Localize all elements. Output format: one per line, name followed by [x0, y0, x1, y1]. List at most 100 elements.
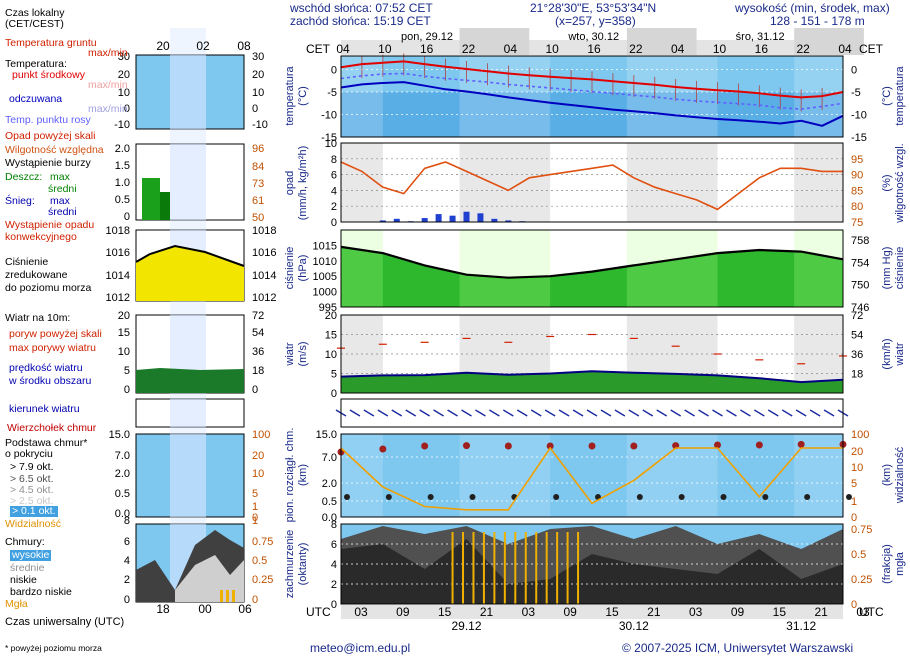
legend-rain-mean: średni: [48, 183, 77, 195]
fog-tick-right: 0: [851, 599, 857, 611]
legend-pressure-tick-r: 1014: [252, 270, 276, 282]
cover-frame: [340, 523, 844, 605]
legend-vis-tick: 1: [252, 501, 258, 513]
unit-left-sub-3: (m/s): [297, 341, 309, 366]
night-stripe: [341, 434, 383, 517]
pressure-tick-left: 995: [319, 302, 337, 314]
humidity-line: [340, 161, 843, 211]
wind-arrow: [544, 409, 556, 417]
precip-bar: [421, 218, 428, 222]
precip-bar: [505, 220, 512, 222]
legend-local-time: Czas lokalny: [5, 7, 65, 19]
legend-cover-tick: 0: [124, 594, 130, 606]
pressure-tick-right: 754: [851, 257, 869, 269]
unit-left-sub-1: (mm/h, kg/m²h): [297, 146, 309, 221]
legend-okt-2: > 6.5 okt.: [10, 473, 54, 485]
wind-arrow: [712, 409, 723, 417]
legend-mini-night: [170, 55, 206, 129]
visibility-tick-right: 5: [851, 478, 857, 490]
wind-arrow: [684, 409, 695, 417]
precip-frame: [340, 142, 844, 223]
unit-left-sub-0: (°C): [297, 86, 309, 106]
pressure-tick-right: 746: [851, 302, 869, 314]
legend-precip-tick: 1.5: [115, 160, 130, 172]
wind-arrow: [489, 409, 500, 417]
unit-left-5: zachmurzenie: [284, 530, 296, 598]
legend-clouds-high: wysokie: [10, 549, 52, 561]
day-label-bottom: 29.12: [451, 619, 481, 633]
night-stripe: [459, 143, 551, 222]
unit-right-sub-4: (km): [881, 464, 893, 486]
wind-arrow: [698, 409, 709, 417]
footer-copyright: © 2007-2025 ICM, Uniwersytet Warszawski: [622, 641, 854, 655]
tz-bottom-left: UTC: [306, 605, 331, 619]
legend-dew: Temp. punktu rosy: [5, 114, 91, 126]
wind-arrow: [433, 409, 444, 417]
wind-arrow: [572, 409, 584, 417]
legend-ground-temp-mm: max/min: [88, 47, 128, 59]
temp-tick-right: -5: [851, 87, 861, 99]
sunrise-text: wschód słońca: 07:52 CET: [290, 1, 433, 15]
legend-wind-dir: kierunek wiatru: [9, 403, 80, 415]
cloud-top-dot: [379, 445, 387, 453]
legend-temp-tick: 0: [124, 103, 130, 115]
legend-wind-tick: 0: [124, 384, 130, 396]
cloud-top-dot: [463, 442, 470, 450]
legend-wind-tick-r: 0: [252, 384, 258, 396]
legend-wind-speed-1: prędkość wiatru: [9, 362, 83, 374]
wind-arrow: [781, 409, 793, 417]
cloud-base-dot: [636, 494, 643, 500]
legend-pressure-tick: 1018: [106, 225, 130, 237]
legend-fog-tick: 1: [252, 515, 258, 527]
legend-mid-point: punkt środkowy: [12, 69, 85, 81]
hour-label-top: 10: [378, 42, 392, 56]
legend-wind-tick: 15: [118, 327, 130, 339]
wind-tick-left: 0: [331, 388, 337, 400]
legend-wind-tick-r: 18: [252, 365, 264, 377]
wind-tick-right: 54: [851, 330, 863, 342]
legend-fog-bar: [232, 590, 235, 602]
temp-tick-right: -15: [851, 132, 867, 144]
wind-arrow: [628, 409, 640, 417]
legend-humidity-tick: 96: [252, 143, 264, 155]
wind-arrow: [809, 409, 821, 417]
cloud-base-dot: [846, 494, 852, 500]
footer-email[interactable]: meteo@icm.edu.pl: [310, 641, 411, 655]
wind-frame: [340, 314, 844, 394]
legend-gust-max: max porywy wiatru: [9, 342, 96, 354]
hour-label-top: 16: [755, 42, 769, 56]
sunset-text: zachód słońca: 15:19 CET: [290, 14, 431, 28]
legend-ground-temp: Temperatura gruntu: [5, 37, 97, 49]
legend-fog-bar: [220, 590, 223, 602]
legend-temp-tick: 10: [118, 87, 130, 99]
cloud-base-dot: [804, 494, 811, 500]
visibility-tick-right: 100: [851, 429, 869, 441]
legend-vis-tick: 100: [252, 429, 270, 441]
hour-label-bottom: 09: [563, 605, 577, 619]
legend-okt-3: > 4.5 okt.: [10, 484, 54, 496]
hour-label-bottom: 09: [731, 605, 745, 619]
unit-left-sub-2: (hPa): [297, 255, 309, 282]
wind-arrow: [795, 409, 807, 417]
legend-wind-tick: 5: [124, 365, 130, 377]
night-stripe: [341, 230, 383, 307]
day-label-top: pon, 29.12: [401, 31, 453, 43]
precip-tick-left: 8: [331, 154, 337, 166]
legend-snow-mean: średni: [48, 206, 77, 218]
hour-label-bottom: 21: [480, 605, 494, 619]
hour-label-top: 22: [462, 42, 476, 56]
tz-top-left: CET: [306, 42, 331, 56]
cloud-top-dot: [421, 442, 429, 450]
legend-temp-tick: 30: [118, 51, 130, 63]
hour-label-top: 22: [796, 42, 810, 56]
cover-tick-left: 4: [331, 559, 337, 571]
unit-right-sub-5: (frakcja): [881, 544, 893, 584]
cloud-top-dot: [630, 442, 638, 450]
pressure-tick-left: 1000: [313, 287, 337, 299]
pressure-tick-left: 1015: [313, 240, 337, 252]
wind-arrow: [530, 409, 542, 417]
pressure-tick-right: 750: [851, 280, 869, 292]
legend-humidity-tick: 73: [252, 178, 264, 190]
precip-bar: [435, 214, 442, 222]
tz-top-right: CET: [859, 42, 884, 56]
